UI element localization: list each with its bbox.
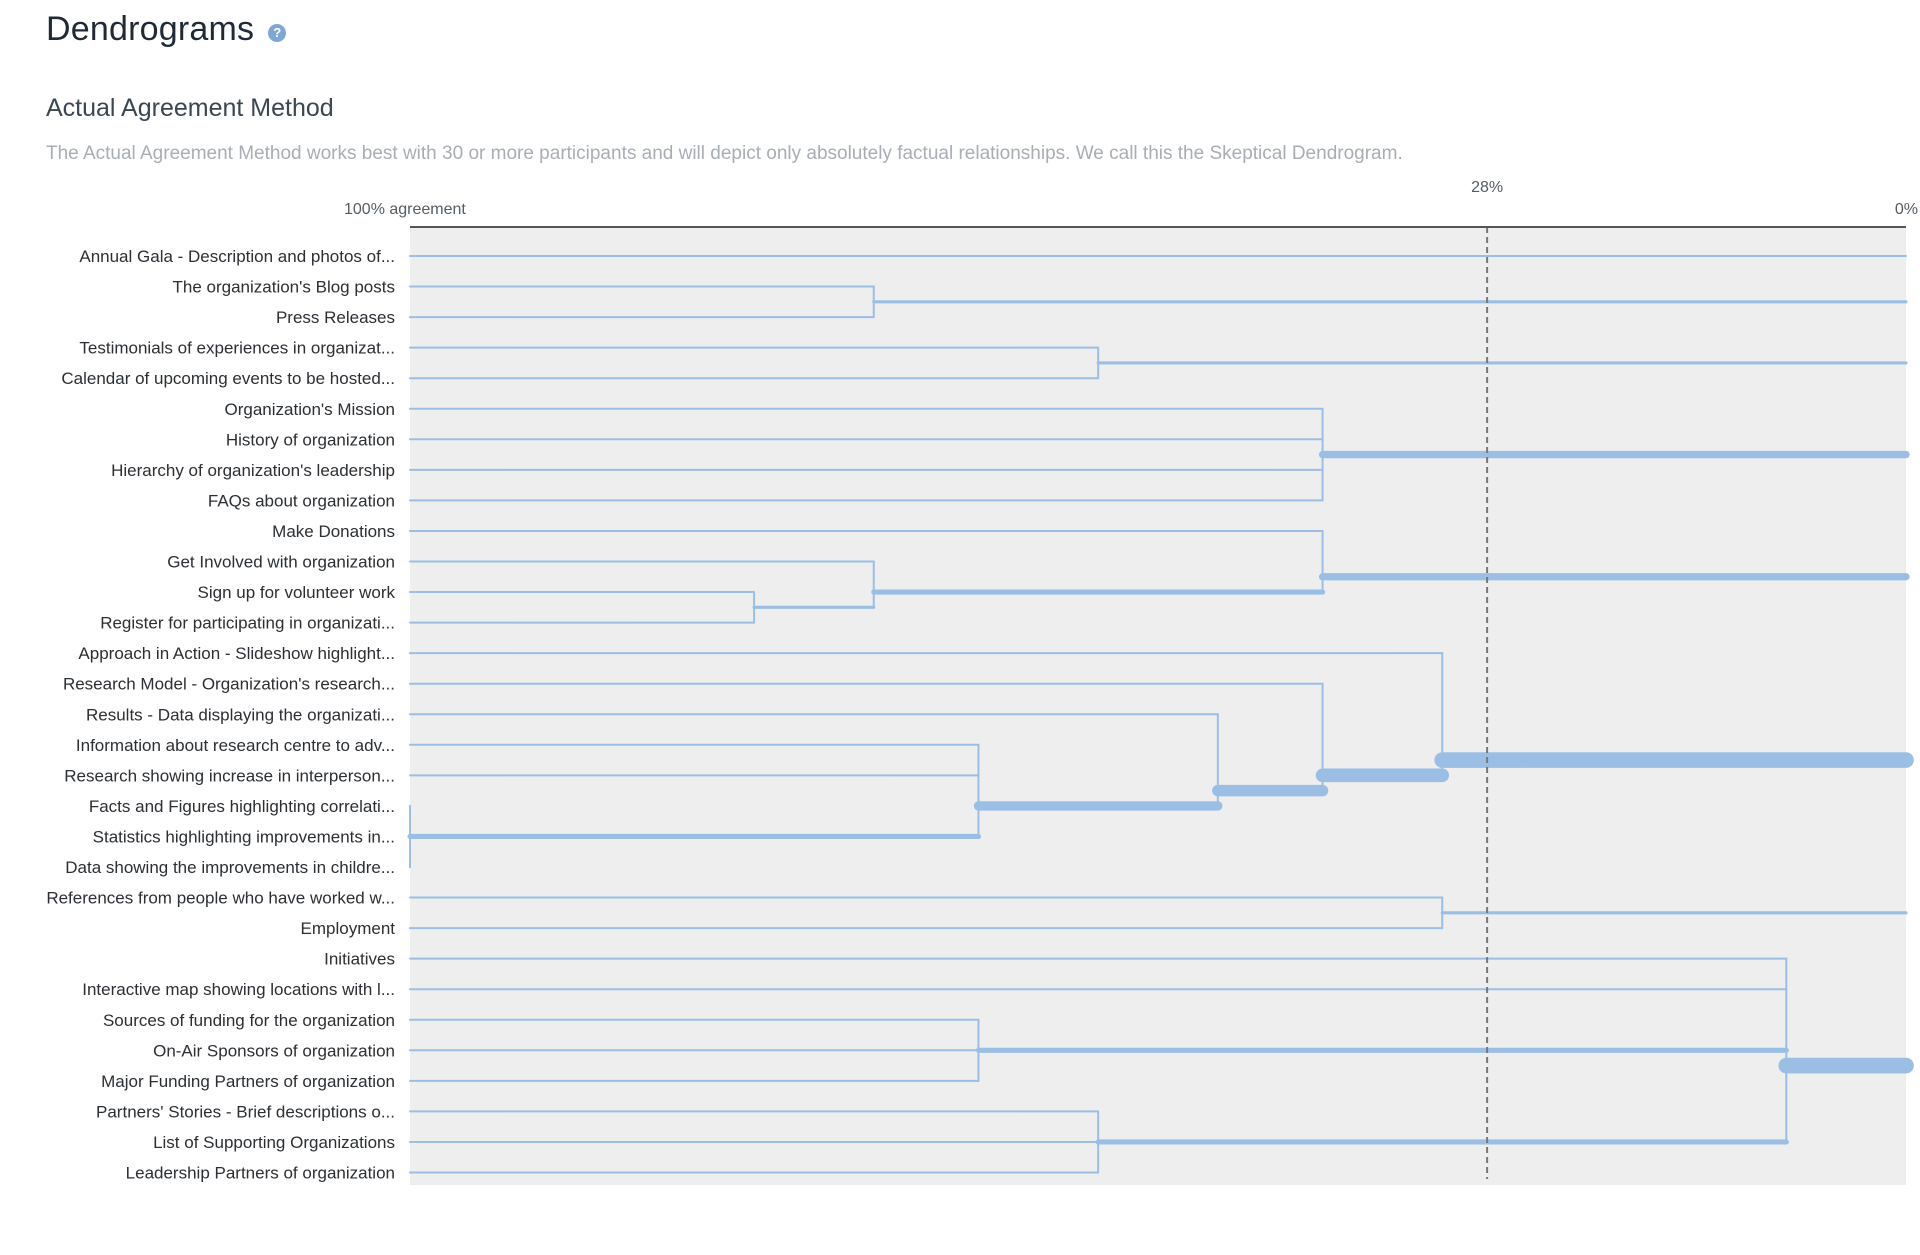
leaf-labels: Annual Gala - Description and photos of.… [46, 247, 395, 1183]
page-title: Dendrograms [46, 10, 255, 48]
question-circle-icon[interactable]: ? [268, 23, 287, 42]
leaf-label: List of Supporting Organizations [153, 1133, 395, 1152]
leaf-label: Partners' Stories - Brief descriptions o… [96, 1102, 395, 1121]
leaf-label: Annual Gala - Description and photos of.… [79, 247, 395, 266]
leaf-label: Make Donations [272, 522, 395, 541]
leaf-label: References from people who have worked w… [46, 889, 395, 908]
leaf-label: The organization's Blog posts [173, 278, 396, 297]
threshold-label: 28% [1471, 179, 1503, 196]
leaf-label: Employment [301, 919, 396, 938]
leaf-label: Results - Data displaying the organizati… [86, 705, 395, 724]
leaf-label: FAQs about organization [208, 491, 395, 510]
leaf-label: Interactive map showing locations with l… [82, 980, 395, 999]
leaf-label: Testimonials of experiences in organizat… [79, 339, 395, 358]
leaf-label: Organization's Mission [225, 400, 395, 419]
plot-background [410, 228, 1906, 1185]
axis-left-label: 100% agreement [344, 201, 466, 218]
leaf-label: Facts and Figures highlighting correlati… [89, 797, 395, 816]
leaf-label: Press Releases [276, 308, 395, 327]
leaf-label: Register for participating in organizati… [100, 614, 395, 633]
leaf-label: Sources of funding for the organization [103, 1011, 395, 1030]
leaf-label: Leadership Partners of organization [126, 1164, 395, 1183]
leaf-label: Major Funding Partners of organization [101, 1072, 395, 1091]
leaf-label: Hierarchy of organization's leadership [111, 461, 395, 480]
leaf-label: Information about research centre to adv… [76, 736, 395, 755]
leaf-label: Initiatives [324, 950, 395, 969]
method-description: The Actual Agreement Method works best w… [46, 143, 1403, 164]
leaf-label: Approach in Action - Slideshow highlight… [78, 644, 395, 663]
dendrogram-branches [407, 255, 1914, 1174]
title-row: Dendrograms ? [46, 10, 287, 49]
section-title: Actual Agreement Method [46, 94, 334, 122]
leaf-label: Sign up for volunteer work [198, 583, 396, 602]
axis-right-label: 0% [1895, 201, 1918, 218]
leaf-label: Get Involved with organization [167, 553, 395, 572]
leaf-label: History of organization [226, 430, 395, 449]
leaf-label: Research Model - Organization's research… [63, 675, 395, 694]
leaf-label: Calendar of upcoming events to be hosted… [61, 369, 395, 388]
leaf-label: Statistics highlighting improvements in.… [93, 827, 395, 846]
leaf-label: Data showing the improvements in childre… [65, 858, 395, 877]
leaf-label: Research showing increase in interperson… [64, 766, 395, 785]
leaf-label: On-Air Sponsors of organization [153, 1041, 395, 1060]
